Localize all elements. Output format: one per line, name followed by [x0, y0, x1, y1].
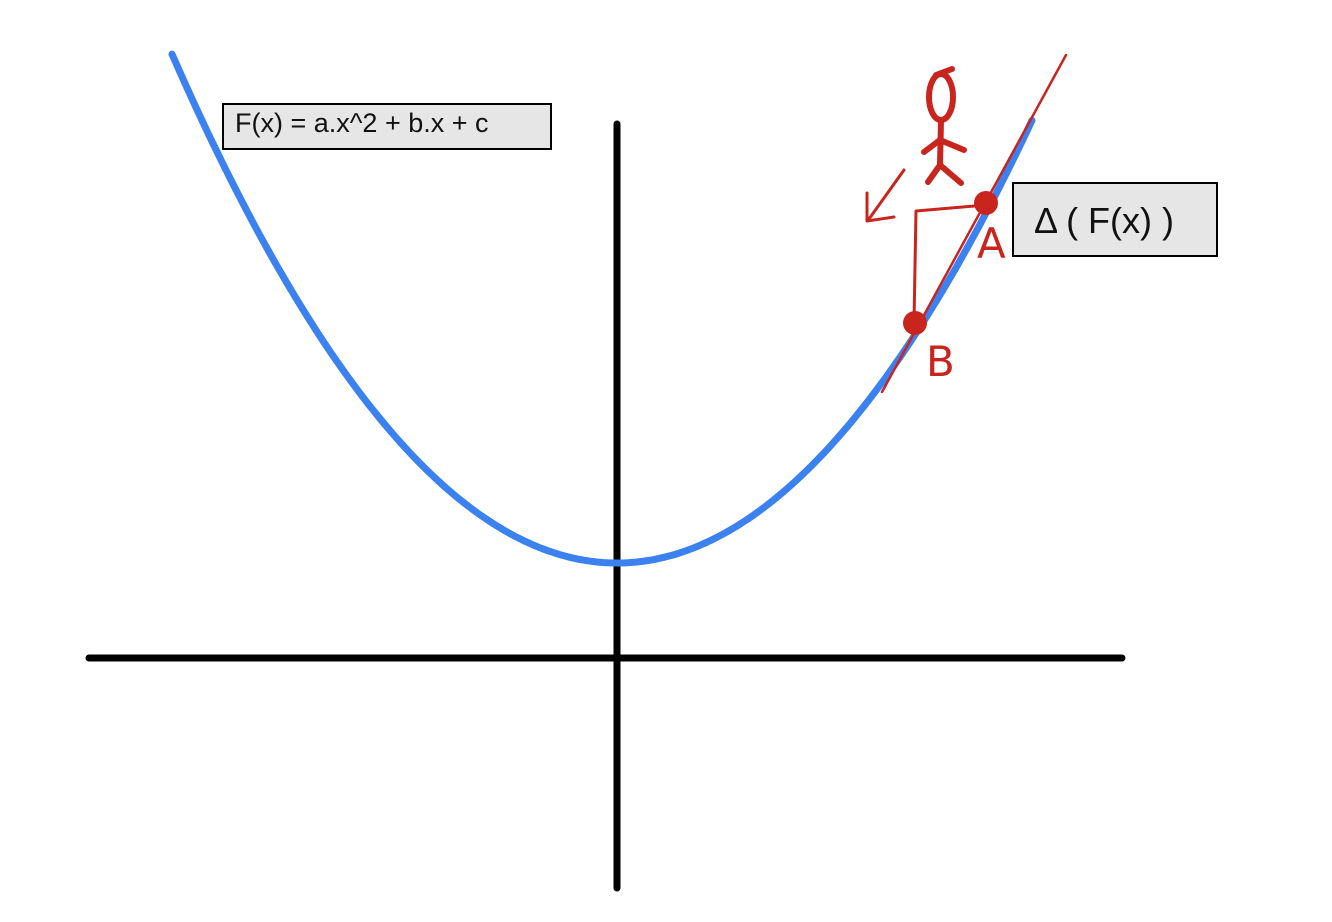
point-a: [974, 191, 998, 215]
point-b: [903, 311, 927, 335]
formula-label: F(x) = a.x^2 + b.x + c: [222, 103, 552, 150]
stick-figure-icon: [921, 66, 967, 186]
point-b-label: B: [926, 337, 955, 386]
parabola-curve: [168, 50, 1036, 567]
delta-label: Δ ( F(x) ): [1012, 182, 1218, 257]
point-a-label: A: [977, 219, 1006, 268]
tangent-line: [880, 53, 1068, 394]
step-bracket: [912, 203, 988, 324]
arrow-down-left-icon: [865, 168, 906, 223]
